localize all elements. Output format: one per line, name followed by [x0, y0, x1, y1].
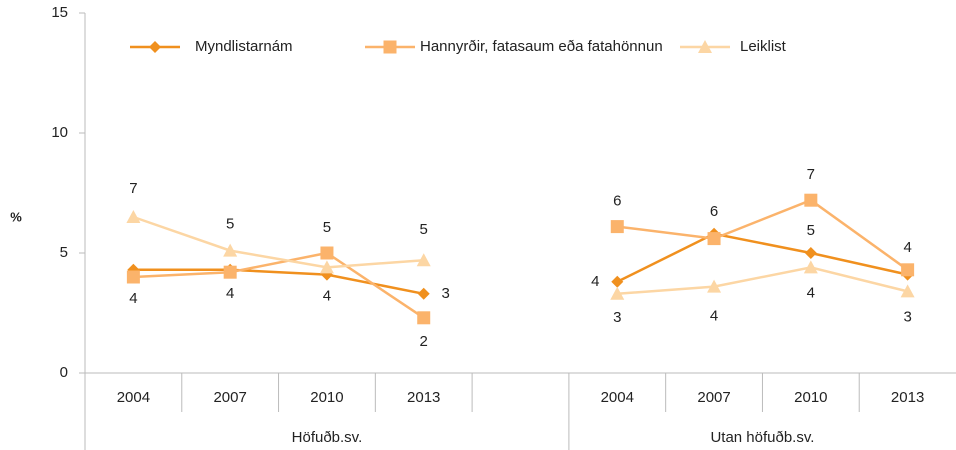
value-label: 4 [591, 273, 599, 290]
point [804, 193, 818, 207]
legend-marker [698, 40, 712, 53]
point [804, 247, 817, 259]
value-label: 4 [710, 308, 718, 325]
x-tick-label: 2007 [697, 389, 730, 406]
value-label: 5 [226, 216, 234, 233]
value-label: 4 [807, 284, 815, 301]
x-tick-label: 2013 [891, 389, 924, 406]
point [611, 275, 624, 288]
value-label: 5 [420, 221, 428, 238]
point [610, 220, 624, 234]
legend-label: Myndlistarnám [195, 38, 293, 55]
y-tick-label: 0 [60, 364, 68, 381]
point [417, 287, 430, 300]
x-tick-label: 2004 [117, 389, 150, 406]
series-line [133, 198, 909, 319]
point [319, 260, 334, 274]
value-label: 2 [420, 333, 428, 350]
group-label: Utan höfuðb.sv. [710, 429, 814, 446]
legend-marker [149, 41, 161, 53]
value-label: 3 [903, 308, 911, 325]
value-label: 5 [323, 219, 331, 236]
x-tick-label: 2004 [601, 389, 634, 406]
value-label: 4 [323, 288, 331, 305]
value-label: 3 [442, 285, 450, 302]
x-tick-label: 2010 [794, 389, 827, 406]
value-label: 7 [807, 166, 815, 183]
y-tick-label: 10 [51, 124, 68, 141]
value-label: 5 [807, 222, 815, 239]
series-line [133, 232, 908, 296]
value-label: 4 [226, 285, 234, 302]
y-tick-label: 15 [51, 4, 68, 21]
y-axis-label: % [10, 209, 22, 224]
point [900, 284, 915, 298]
y-tick-label: 5 [60, 244, 68, 261]
point [901, 263, 915, 277]
legend-label: Leiklist [740, 38, 787, 55]
point [320, 246, 334, 260]
value-label: 7 [129, 180, 137, 197]
group-label: Höfuðb.sv. [292, 429, 363, 446]
point [416, 253, 431, 267]
point [417, 311, 431, 325]
point [126, 210, 141, 223]
x-tick-label: 2013 [407, 389, 440, 406]
point [223, 243, 238, 257]
legend-label: Hannyrðir, fatasaum eða fatahönnun [420, 38, 663, 55]
point [707, 279, 722, 293]
point [707, 232, 721, 246]
value-label: 6 [710, 203, 718, 220]
point [126, 270, 140, 284]
series-line [132, 215, 908, 296]
legend-marker [383, 40, 397, 54]
point [610, 286, 625, 300]
x-tick-label: 2007 [213, 389, 246, 406]
value-label: 4 [129, 290, 137, 307]
point [803, 260, 818, 274]
x-tick-label: 2010 [310, 389, 343, 406]
point [223, 265, 237, 279]
value-label: 6 [613, 193, 621, 210]
value-label: 3 [613, 309, 621, 326]
value-label: 4 [903, 239, 911, 256]
